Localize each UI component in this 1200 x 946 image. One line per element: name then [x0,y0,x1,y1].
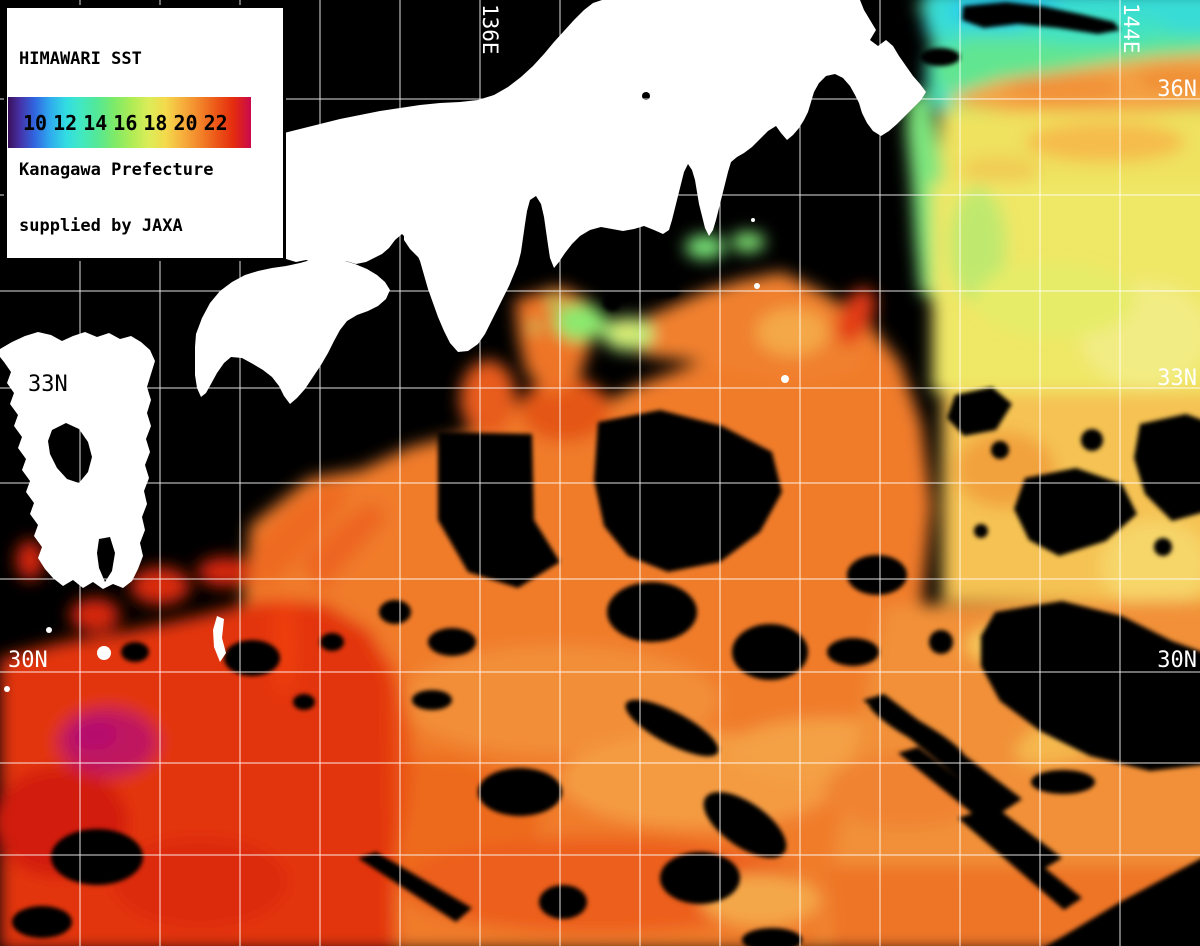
grid-labels: 136E 144E 36N 33N 30N 33N 30N [8,3,1197,673]
parallel-label-30n-left: 30N [8,648,48,673]
sw-island [46,627,52,633]
colorbar-tick-label: 16 [113,110,138,135]
colorbar-tick-label: 14 [83,110,108,135]
parallel-label-36n-right: 36N [1157,77,1197,102]
data-credit: supplied by JAXA [19,215,183,236]
honshu-landmass [46,0,926,352]
sst-colorbar-legend: 10 12 14 16 18 20 22 [8,97,251,148]
sw-island-chain [213,616,226,662]
parallel-label-33n-left: 33N [28,372,68,397]
izu-island [754,283,760,289]
shikoku-landmass [195,257,390,404]
parallel-label-30n-right: 30N [1157,648,1197,673]
small-island [751,218,755,222]
meridian-label-144e: 144E [1119,3,1143,54]
seto-island [438,254,456,264]
izu-island [781,375,789,383]
colorbar-tick-label: 18 [143,110,168,135]
colorbar-tick-label: 20 [173,110,198,135]
meridian-label-136e: 136E [478,4,502,55]
inland-water-layer [48,92,650,582]
region-name: Kanagawa Prefecture [19,160,214,180]
parallel-label-33n-right: 33N [1157,366,1197,391]
awaji-island [404,225,431,260]
product-title: HIMAWARI SST [19,49,142,69]
colorbar-tick-label: 10 [23,110,48,135]
colorbar-tick-label: 12 [53,110,78,135]
sw-island [97,646,111,660]
cloud-mask-layer [12,2,1200,946]
sw-island [4,686,10,692]
seto-island [457,264,469,272]
colorbar-tick-label: 22 [203,110,228,135]
